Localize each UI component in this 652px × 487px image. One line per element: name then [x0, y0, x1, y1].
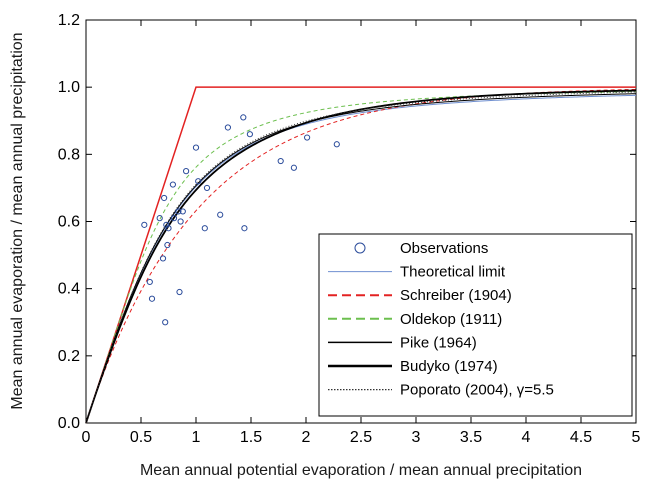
observation-point	[192, 144, 200, 151]
x-tick-label: 2.5	[350, 429, 372, 446]
y-tick-label: 1.0	[58, 79, 80, 96]
legend-label: Observations	[400, 240, 488, 257]
x-tick-label: 5	[632, 429, 641, 446]
observation-point	[290, 164, 297, 171]
observation-point	[246, 131, 253, 138]
observation-point	[146, 278, 153, 286]
observation-point	[148, 295, 156, 302]
porporato-curve	[85, 91, 637, 424]
x-tick-label: 4	[522, 429, 531, 446]
legend-items: Observations Theoretical limit Schreiber (…	[328, 240, 554, 399]
observation-point	[141, 221, 148, 228]
x-tick-label: 0	[82, 429, 91, 446]
legend-label: Oldekop (1911)	[400, 311, 502, 328]
legend-label: Poporato (2004), γ=5.5	[400, 382, 554, 399]
legend-label: Pike (1964)	[400, 334, 477, 351]
observation-point	[165, 225, 172, 232]
observation-point	[304, 134, 311, 141]
observation-point	[333, 141, 340, 148]
limit-line	[85, 86, 636, 424]
observation-point	[277, 157, 284, 165]
x-axis-label: Mean annual potential evaporation / mean…	[140, 462, 582, 479]
observation-points	[141, 114, 340, 326]
model-curves	[85, 86, 637, 424]
x-tick-label: 4.5	[570, 429, 592, 446]
y-tick-label: 0.8	[58, 146, 80, 163]
pike-curve	[85, 93, 637, 424]
observation-point	[159, 255, 167, 262]
axis-ticks: 0 0.5 1 1.5 2 2.5 3 3.5 4 4.5 5 0.0 0.2 0.4 0.6 0.8 1.0 1…	[58, 12, 641, 446]
legend-label: Theoretical limit	[400, 264, 506, 281]
legend-label: Budyko (1974)	[400, 358, 498, 375]
observation-point	[179, 208, 186, 215]
y-axis-label: Mean annual evaporation / mean annual pr…	[9, 32, 26, 409]
y-tick-label: 0.4	[58, 281, 80, 298]
observation-point	[203, 184, 211, 192]
x-tick-label: 1	[192, 429, 201, 446]
observation-point	[162, 319, 169, 326]
observation-point	[170, 215, 178, 222]
y-tick-label: 1.2	[58, 12, 80, 29]
legend: Observations Theoretical limit Schreiber (…	[318, 233, 633, 417]
observation-point	[156, 215, 163, 222]
observation-point	[217, 211, 224, 218]
x-tick-label: 3	[412, 429, 421, 446]
observation-point	[241, 225, 248, 232]
observation-point	[201, 225, 208, 232]
y-tick-label: 0.2	[58, 348, 80, 365]
observation-point	[175, 208, 182, 215]
y-tick-label: 0.0	[58, 415, 80, 432]
observation-point	[169, 181, 176, 188]
y-tick-label: 0.6	[58, 214, 80, 231]
observation-point	[161, 194, 168, 202]
legend-marker	[354, 242, 366, 254]
observation-point	[240, 114, 247, 121]
x-tick-label: 2	[302, 429, 311, 446]
legend-label: Schreiber (1904)	[400, 287, 512, 304]
legend-box	[318, 233, 633, 417]
x-tick-label: 0.5	[130, 429, 152, 446]
observation-point	[164, 241, 171, 249]
x-tick-label: 1.5	[240, 429, 262, 446]
budyko-curve	[85, 89, 637, 424]
observation-point	[195, 178, 202, 185]
observation-point	[176, 288, 183, 296]
x-tick-label: 3.5	[460, 429, 482, 446]
observation-point	[177, 218, 184, 225]
observation-point	[224, 124, 231, 131]
observation-point	[183, 168, 190, 175]
